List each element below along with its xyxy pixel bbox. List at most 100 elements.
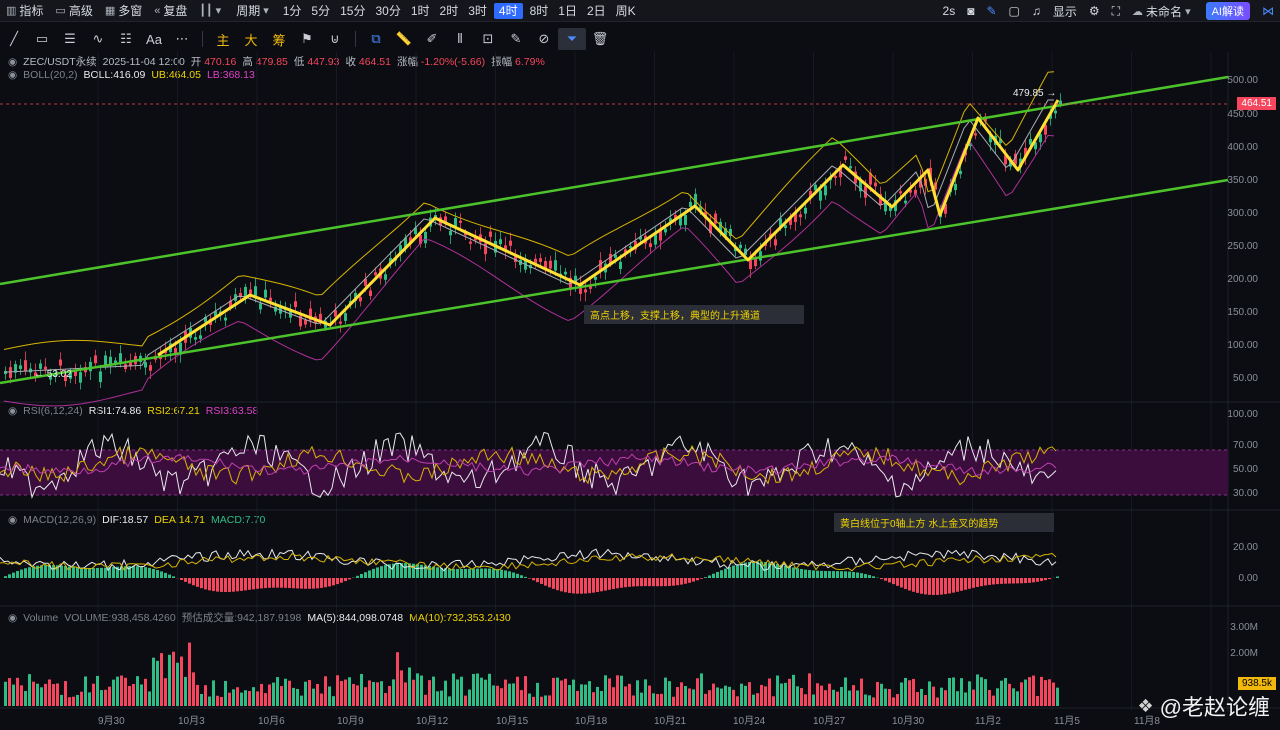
text-tool-icon[interactable]: Aa bbox=[146, 31, 162, 47]
period-2h[interactable]: 2时 bbox=[439, 4, 459, 18]
macd-histogram-bar bbox=[608, 578, 611, 590]
period-1w[interactable]: 周K bbox=[615, 4, 636, 18]
period-30m[interactable]: 30分 bbox=[375, 4, 401, 18]
volume-bar bbox=[244, 690, 247, 706]
high-marker: 479.85 → bbox=[1013, 88, 1057, 99]
period-3h[interactable]: 3时 bbox=[468, 4, 487, 18]
layout-dropdown[interactable]: ☁ 未命名 ▾ bbox=[1132, 4, 1191, 19]
refresh-interval[interactable]: 2s bbox=[942, 4, 956, 18]
wave-tool-icon[interactable]: ∿ bbox=[92, 31, 104, 46]
filter-icon[interactable]: ⏷ bbox=[558, 28, 586, 50]
main-force-button[interactable]: 主 bbox=[216, 32, 230, 48]
volume-bar bbox=[588, 681, 591, 706]
flag-icon[interactable]: ⚑ bbox=[301, 31, 313, 46]
period-4h[interactable]: 4时 bbox=[493, 2, 523, 19]
copy-icon[interactable]: ⧉ bbox=[371, 31, 381, 46]
eye-icon[interactable]: ◉ bbox=[8, 69, 18, 81]
candle-body bbox=[719, 221, 722, 232]
volume-bar bbox=[620, 675, 623, 706]
period-dropdown[interactable]: 周期 ▾ bbox=[236, 4, 269, 18]
camera-icon[interactable]: ◙ bbox=[967, 4, 975, 18]
volume-bar bbox=[844, 677, 847, 706]
volume-bar bbox=[180, 656, 183, 706]
chips-button[interactable]: 筹 bbox=[272, 32, 286, 48]
price-axis-label: 350.00 bbox=[1227, 175, 1258, 186]
volume-bar bbox=[280, 686, 283, 706]
pen-icon[interactable]: ✎ bbox=[986, 4, 997, 18]
ai-analysis-button[interactable]: AI解读 bbox=[1205, 2, 1250, 20]
line-tool-icon[interactable]: ╱ bbox=[10, 31, 18, 46]
candle-body bbox=[104, 355, 107, 367]
big-order-button[interactable]: 大 bbox=[244, 32, 258, 48]
candle-body bbox=[259, 303, 262, 310]
indicators-button[interactable]: ▥ 指标 bbox=[6, 4, 44, 18]
fullscreen-icon[interactable]: ⛶ bbox=[1111, 3, 1121, 18]
candle-body bbox=[39, 363, 42, 369]
rectangle-tool-icon[interactable]: ▭ bbox=[35, 31, 49, 46]
pencil-icon[interactable]: ✐ bbox=[426, 31, 438, 46]
candle-body bbox=[694, 193, 697, 206]
macd-histogram-bar bbox=[1056, 576, 1059, 578]
period-1m[interactable]: 1分 bbox=[282, 4, 302, 18]
channel-annotation[interactable]: 高点上移，支撑上移，典型的上升通道 bbox=[584, 305, 804, 324]
macd-histogram-bar bbox=[1032, 578, 1035, 583]
volume-bar bbox=[824, 690, 827, 706]
macd-annotation[interactable]: 黄白线位于0轴上方 水上金叉的趋势 bbox=[834, 513, 1054, 532]
candle-body bbox=[834, 175, 837, 178]
eye-icon[interactable]: ◉ bbox=[8, 514, 18, 526]
kline-chart[interactable] bbox=[0, 52, 1280, 712]
compare-icon[interactable]: ⫴ bbox=[457, 31, 463, 46]
period-1h[interactable]: 1时 bbox=[410, 4, 430, 18]
period-8h[interactable]: 8时 bbox=[529, 4, 549, 18]
macd-histogram-bar bbox=[440, 567, 443, 578]
bell-icon[interactable]: ♫ bbox=[1031, 4, 1041, 18]
multiwindow-button[interactable]: ▦ 多窗 bbox=[104, 4, 143, 18]
candle-body bbox=[689, 201, 692, 207]
eye-icon[interactable]: ◉ bbox=[8, 405, 18, 417]
period-1d[interactable]: 1日 bbox=[558, 4, 577, 18]
macd-histogram-bar bbox=[624, 578, 627, 588]
volume-bar bbox=[600, 690, 603, 706]
edit-icon[interactable]: ✎ bbox=[510, 31, 522, 46]
period-5m[interactable]: 5分 bbox=[311, 4, 331, 18]
candle-body bbox=[119, 353, 122, 364]
ruler-icon[interactable]: 📏 bbox=[395, 31, 413, 46]
candle-body bbox=[44, 366, 47, 370]
volume-bar bbox=[388, 686, 391, 706]
link-icon[interactable]: ⊘ bbox=[538, 31, 550, 46]
divider bbox=[202, 31, 203, 47]
fib-tool-icon[interactable]: ☷ bbox=[120, 31, 132, 46]
lock-icon[interactable]: ⊡ bbox=[482, 31, 494, 46]
macd-histogram-bar bbox=[124, 566, 127, 578]
candle-body bbox=[589, 286, 592, 289]
time-axis-label: 10月15 bbox=[496, 716, 529, 727]
more-tools-icon[interactable]: ⋯ bbox=[175, 31, 189, 46]
chart-type-button[interactable]: ┃┃ ▾ bbox=[193, 0, 230, 22]
share-icon[interactable]: ⋈ bbox=[1262, 4, 1274, 18]
volume-bar bbox=[332, 696, 335, 706]
eye-icon[interactable]: ◉ bbox=[8, 55, 18, 68]
volume-bar bbox=[124, 677, 127, 706]
volume-bar bbox=[880, 683, 883, 706]
advanced-button[interactable]: ▭ 高级 bbox=[55, 4, 93, 18]
display-button[interactable]: 显示 bbox=[1052, 4, 1077, 19]
period-15m[interactable]: 15分 bbox=[340, 4, 366, 18]
volume-bar bbox=[540, 696, 543, 706]
macd-histogram-bar bbox=[564, 578, 567, 593]
candle-body bbox=[724, 228, 727, 236]
volume-bar bbox=[456, 679, 459, 706]
volume-bar bbox=[768, 678, 771, 706]
gear-icon[interactable]: ⚙ bbox=[1088, 4, 1100, 18]
volume-bar bbox=[988, 689, 991, 706]
volume-bar bbox=[144, 678, 147, 706]
parallel-lines-icon[interactable]: ☰ bbox=[64, 31, 76, 46]
eye-icon[interactable]: ◉ bbox=[8, 611, 18, 624]
volume-bar bbox=[616, 675, 619, 706]
note-icon[interactable]: ▢ bbox=[1008, 4, 1020, 18]
magnet-icon[interactable]: ⊍ bbox=[330, 31, 340, 46]
period-2d[interactable]: 2日 bbox=[586, 4, 606, 18]
macd-histogram-bar bbox=[48, 564, 51, 578]
replay-button[interactable]: «复盘 bbox=[154, 4, 188, 18]
macd-histogram-bar bbox=[184, 578, 187, 582]
trash-icon[interactable]: 🗑 bbox=[591, 31, 609, 46]
